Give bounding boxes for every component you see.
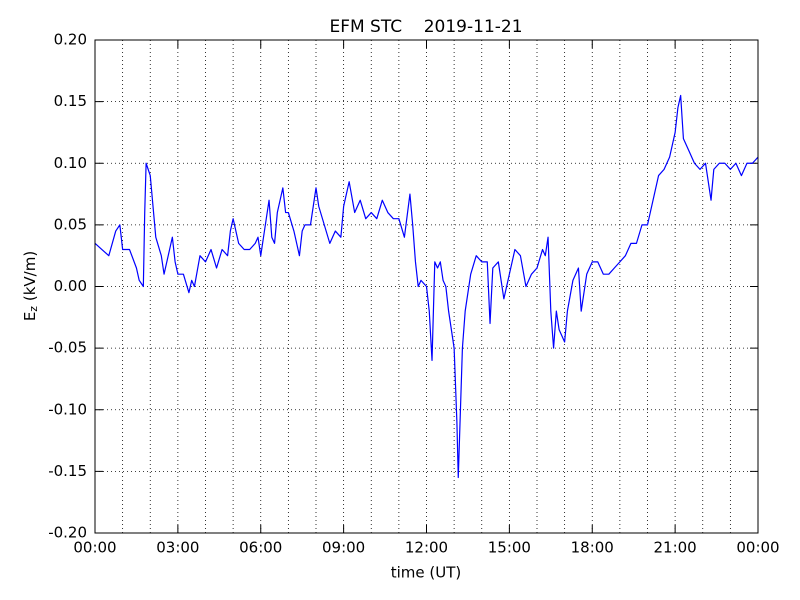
y-tick-label: 0.15 (54, 92, 87, 110)
x-tick-label: 12:00 (405, 539, 448, 557)
x-tick-label: 18:00 (571, 539, 614, 557)
x-tick-label: 00:00 (73, 539, 116, 557)
x-axis-label: time (UT) (391, 564, 462, 582)
x-tick-label: 09:00 (322, 539, 365, 557)
plot-frame (94, 39, 759, 534)
y-tick-label: 0.00 (54, 277, 87, 295)
y-label-rest: (kV/m) (21, 251, 39, 306)
y-label-sub: z (27, 306, 40, 312)
y-tick-label: -0.20 (48, 524, 87, 542)
y-label-base: E (21, 312, 39, 321)
y-tick-label: 0.10 (54, 154, 87, 172)
x-tick-label: 06:00 (239, 539, 282, 557)
x-tick-label: 00:00 (736, 539, 779, 557)
y-axis-label: Ez (kV/m) (21, 251, 41, 321)
x-tick-label: 15:00 (488, 539, 531, 557)
y-tick-label: -0.05 (48, 339, 87, 357)
y-tick-label: 0.20 (54, 31, 87, 49)
y-tick-label: 0.05 (54, 215, 87, 233)
y-tick-label: -0.15 (48, 462, 87, 480)
chart-title: EFM STC 2019-11-21 (329, 17, 522, 37)
data-line (94, 94, 759, 479)
y-tick-label: -0.10 (48, 400, 87, 418)
x-tick-label: 03:00 (156, 539, 199, 557)
x-tick-label: 21:00 (654, 539, 697, 557)
